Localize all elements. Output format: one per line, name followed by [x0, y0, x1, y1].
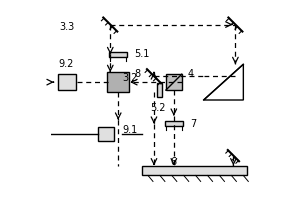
Bar — [58, 74, 76, 90]
Text: 7: 7 — [190, 119, 196, 129]
Text: 3.2: 3.2 — [122, 73, 138, 83]
Text: 9.1: 9.1 — [122, 125, 137, 135]
Text: 8: 8 — [134, 69, 140, 79]
Bar — [142, 166, 247, 175]
Bar — [107, 72, 129, 92]
Bar — [98, 127, 114, 141]
Text: 5.1: 5.1 — [134, 49, 149, 59]
Bar — [158, 83, 162, 97]
Text: 5.2: 5.2 — [150, 103, 166, 113]
Text: 9.2: 9.2 — [58, 59, 74, 69]
Text: 4: 4 — [188, 69, 194, 79]
Bar — [109, 52, 127, 57]
Bar — [166, 74, 182, 90]
Bar — [165, 121, 183, 126]
Text: 3.3: 3.3 — [59, 22, 74, 32]
Text: 6: 6 — [171, 157, 177, 167]
